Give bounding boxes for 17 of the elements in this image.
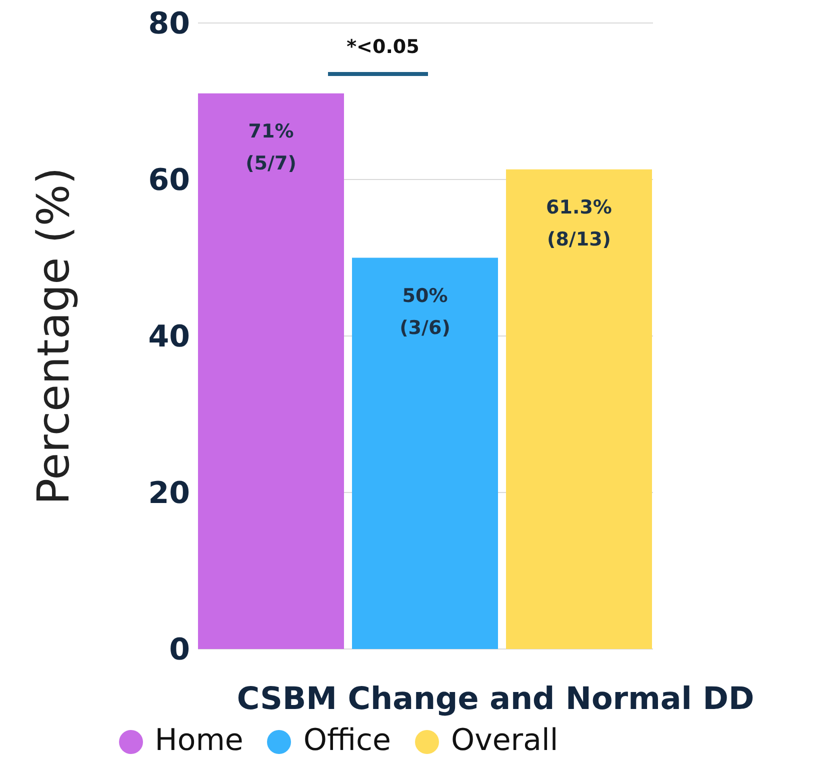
y-tick-label: 0 <box>169 632 190 668</box>
y-tick-label: 40 <box>148 320 190 355</box>
data-label: 71% (5/7) <box>246 120 296 174</box>
data-label: 50% (3/6) <box>400 284 450 339</box>
bar <box>198 93 344 649</box>
x-axis-title: CSBM Change and Normal DD <box>236 681 754 717</box>
legend-label: Home <box>154 723 244 758</box>
y-tick-label: 60 <box>148 163 190 198</box>
bar <box>506 169 652 649</box>
legend-label: Overall <box>450 723 558 758</box>
y-tick-label: 80 <box>148 6 190 42</box>
y-axis-title: Percentage (%) <box>28 167 80 505</box>
annotation: *<0.05 <box>346 36 420 58</box>
data-label: 61.3% (8/13) <box>546 196 612 250</box>
legend-label: Office <box>303 723 391 758</box>
y-tick-label: 20 <box>148 476 190 512</box>
bar <box>352 258 498 649</box>
